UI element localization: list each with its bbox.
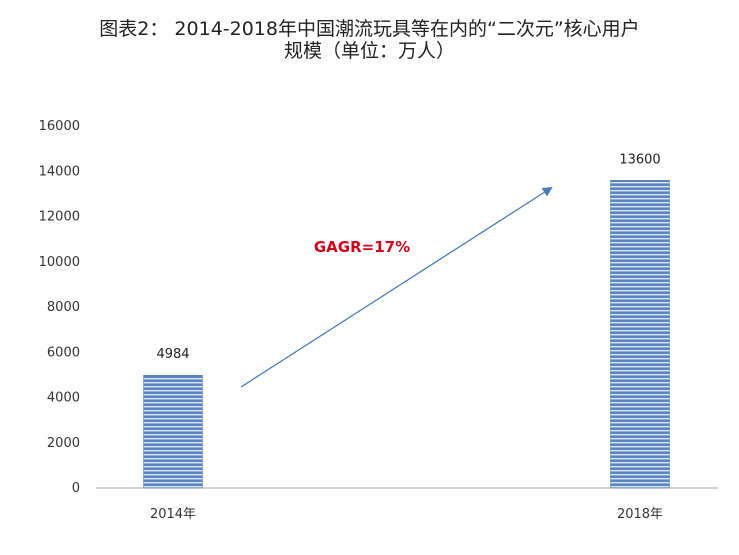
y-tick-label: 10000	[39, 255, 80, 270]
annotation-layer: GAGR=17%	[240, 186, 553, 388]
growth-arrow	[240, 186, 553, 388]
axis-layer: 0 2000 4000 6000 8000 10000 12000 14000 16000 201…	[39, 119, 718, 522]
y-tick-label: 14000	[39, 164, 80, 179]
data-label: 4984	[156, 347, 189, 362]
y-tick-label: 2000	[47, 436, 80, 451]
bar-layer: 4984 13600	[143, 152, 670, 489]
bar	[143, 374, 203, 489]
y-tick-label: 6000	[47, 345, 80, 360]
y-tick-label: 12000	[39, 210, 80, 225]
chart-title: 图表2： 2014-2018年中国潮流玩具等在内的“二次元”核心用户 规模（单位…	[0, 18, 739, 62]
y-tick-label: 8000	[47, 300, 80, 315]
y-tick-label: 16000	[39, 119, 80, 134]
data-label: 13600	[619, 152, 660, 167]
growth-annotation: GAGR=17%	[314, 238, 410, 256]
chart-title-line-1: 图表2： 2014-2018年中国潮流玩具等在内的“二次元”核心用户	[99, 18, 640, 40]
bar	[610, 180, 670, 489]
x-tick-label: 2014年	[150, 507, 196, 522]
y-tick-label: 4000	[47, 391, 80, 406]
y-tick-label: 0	[72, 481, 80, 496]
chart-title-line-2: 规模（单位：万人）	[283, 40, 455, 62]
x-tick-label: 2018年	[617, 507, 663, 522]
